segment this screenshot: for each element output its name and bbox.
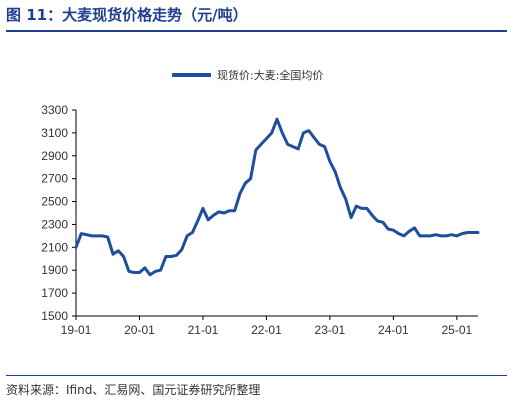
y-tick-label: 3300 xyxy=(41,103,68,117)
y-tick-label: 1700 xyxy=(41,286,68,300)
y-tick-label: 2700 xyxy=(41,172,68,186)
x-tick-label: 20-01 xyxy=(124,323,155,337)
figure-label: 图 11： xyxy=(6,6,63,24)
series-line-0 xyxy=(74,117,480,277)
figure-title: 图 11：大麦现货价格走势（元/吨） xyxy=(6,2,507,28)
title-rule xyxy=(6,30,507,32)
y-tick-label: 3100 xyxy=(41,126,68,140)
y-axis-ticks: 1500 1700 1900 2100 2300 2500 2700 2900 3100 3300 xyxy=(41,103,76,323)
chart-legend: 现货价:大麦:全国均价 xyxy=(172,68,323,82)
x-tick-label: 24-01 xyxy=(378,323,409,337)
x-tick-label: 21-01 xyxy=(188,323,219,337)
source-note: 资料来源：Ifind、汇易网、国元证券研究所整理 xyxy=(6,383,261,397)
y-tick-label: 2300 xyxy=(41,217,68,231)
figure-caption: 大麦现货价格走势（元/吨） xyxy=(62,6,248,24)
x-axis-ticks: 19-01 20-01 21-01 22-01 23-01 24-01 25-01 xyxy=(61,316,473,337)
y-tick-label: 2100 xyxy=(41,240,68,254)
x-tick-label: 19-01 xyxy=(61,323,92,337)
x-tick-label: 25-01 xyxy=(441,323,472,337)
legend-label: 现货价:大麦:全国均价 xyxy=(217,68,323,82)
series-group xyxy=(74,117,480,277)
y-tick-label: 1900 xyxy=(41,263,68,277)
x-tick-label: 23-01 xyxy=(315,323,346,337)
source-rule xyxy=(6,375,507,376)
y-tick-label: 2900 xyxy=(41,149,68,163)
y-tick-label: 2500 xyxy=(41,195,68,209)
chart-axes xyxy=(75,110,478,317)
x-tick-label: 22-01 xyxy=(251,323,282,337)
y-tick-label: 1500 xyxy=(41,309,68,323)
